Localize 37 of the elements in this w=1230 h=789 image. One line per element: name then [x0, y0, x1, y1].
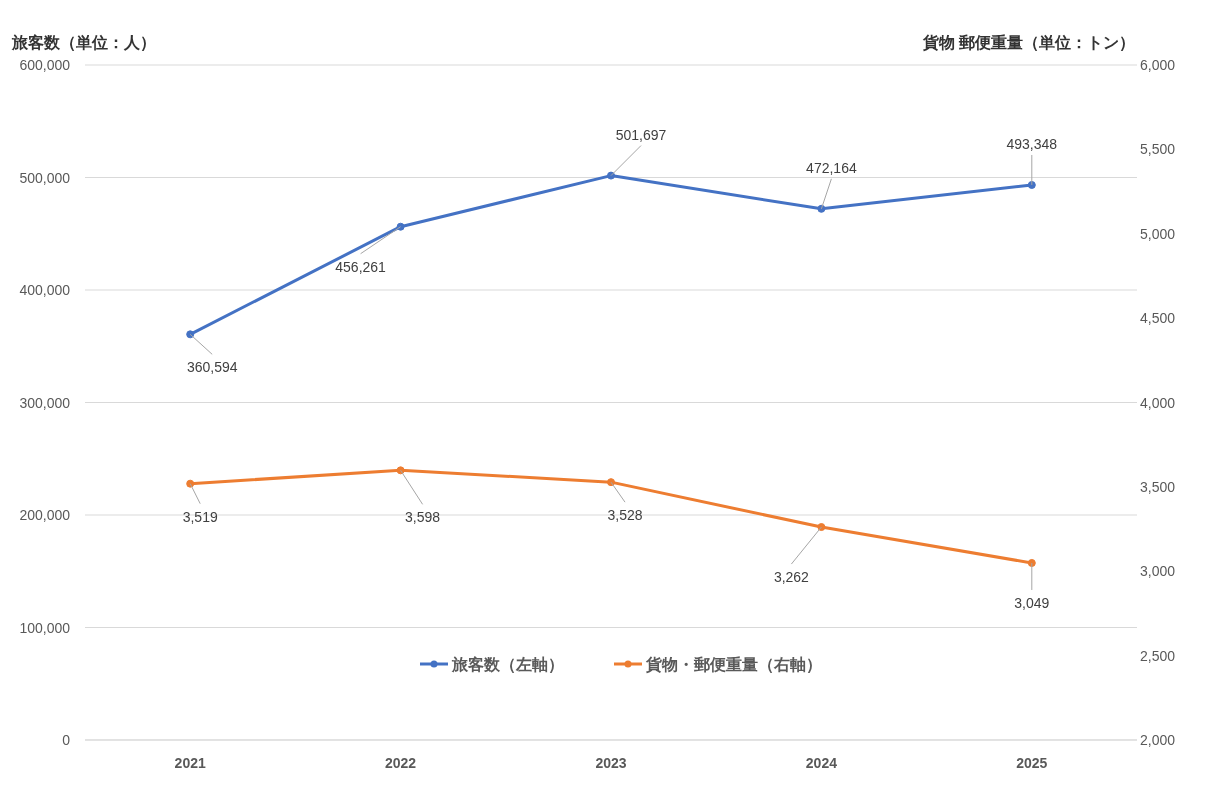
data-label: 3,519: [182, 508, 218, 525]
y-tick-label: 500,000: [19, 169, 71, 186]
data-label: 493,348: [1006, 135, 1058, 152]
data-label: 456,261: [335, 258, 387, 275]
y-axis-title: 旅客数（単位：人）: [11, 33, 156, 52]
point: [1027, 558, 1036, 567]
y-tick-label: 300,000: [19, 394, 71, 411]
y2-tick-label: 3,000: [1140, 563, 1176, 580]
y2-tick-label: 5,000: [1140, 225, 1176, 242]
y-tick-label: 0: [62, 732, 71, 748]
data-label: 3,528: [607, 507, 643, 524]
y2-tick-label: 4,000: [1140, 394, 1176, 411]
x-tick-label: 2023: [595, 755, 627, 771]
y2-tick-label: 2,000: [1140, 732, 1176, 748]
legend-label: 貨物・郵便重量（右軸）: [645, 656, 822, 674]
y2-axis-title: 貨物 郵便重量（単位：トン）: [921, 34, 1135, 52]
legend-label: 旅客数（左軸）: [451, 655, 564, 674]
y-tick-label: 100,000: [19, 619, 71, 636]
y-tick-label: 200,000: [19, 507, 71, 523]
y-tick-label: 400,000: [19, 282, 71, 298]
y2-tick-label: 6,000: [1140, 57, 1176, 73]
data-label: 3,598: [405, 509, 441, 526]
y2-tick-label: 2,500: [1140, 647, 1176, 664]
x-tick-label: 2021: [174, 755, 206, 771]
data-label: 3,262: [773, 569, 810, 586]
y-tick-label: 600,000: [19, 57, 71, 73]
x-tick-label: 2024: [805, 755, 838, 771]
data-label: 360,594: [186, 359, 238, 376]
data-label: 501,697: [615, 126, 667, 143]
y2-tick-label: 5,500: [1140, 141, 1176, 158]
x-tick-label: 2025: [1016, 755, 1048, 771]
data-label: 3,049: [1014, 594, 1050, 611]
x-tick-label: 2022: [385, 755, 417, 771]
point: [186, 330, 195, 339]
y2-tick-label: 3,500: [1140, 478, 1176, 495]
data-label: 472,164: [806, 159, 857, 176]
y2-tick-label: 4,500: [1140, 310, 1176, 327]
